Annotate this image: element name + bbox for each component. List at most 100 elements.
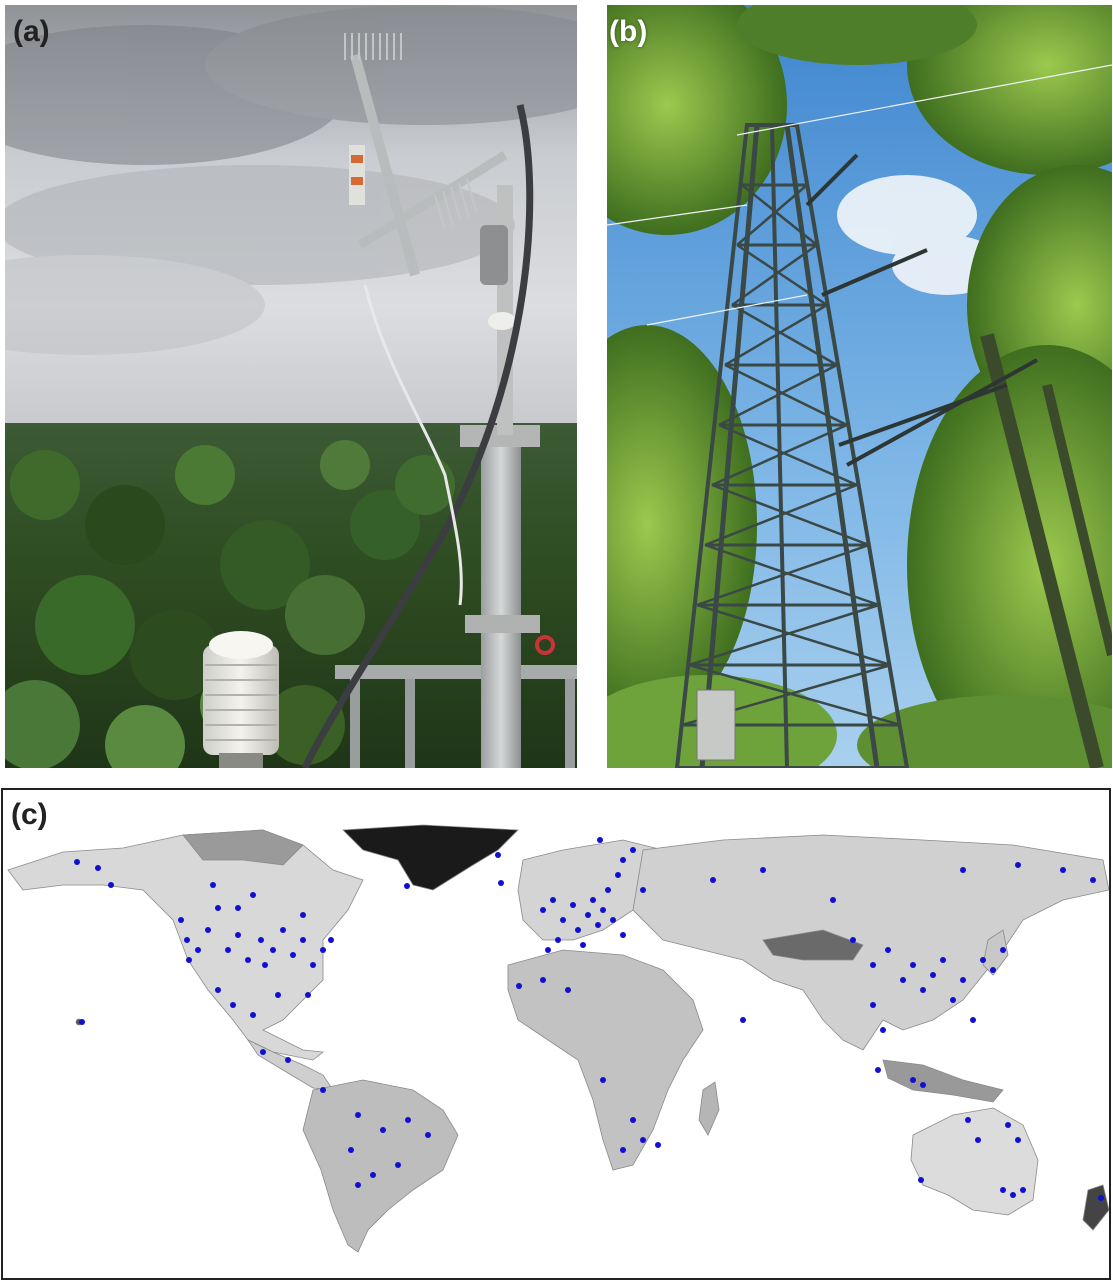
flux-site-dot xyxy=(965,1117,971,1123)
flux-site-dot xyxy=(235,932,241,938)
flux-site-dot xyxy=(920,987,926,993)
flux-site-dot xyxy=(1015,1137,1021,1143)
flux-site-dot xyxy=(930,972,936,978)
flux-site-dot xyxy=(610,917,616,923)
flux-site-dot xyxy=(395,1162,401,1168)
australia xyxy=(910,1107,1039,1216)
flux-site-dot xyxy=(498,880,504,886)
flux-site-dot xyxy=(404,883,410,889)
flux-site-dot xyxy=(560,917,566,923)
flux-site-dot xyxy=(405,1117,411,1123)
sonic-anemometer xyxy=(344,33,516,330)
panel-b-scene xyxy=(607,5,1112,768)
mast-clamp xyxy=(465,615,540,633)
scaffold-tower xyxy=(674,123,910,768)
flux-site-dot xyxy=(1010,1192,1016,1198)
tibetan-plateau xyxy=(762,929,864,961)
flux-site-dot xyxy=(540,907,546,913)
mast xyxy=(481,435,521,768)
instrument-box xyxy=(696,689,736,761)
flux-site-dot xyxy=(620,1147,626,1153)
flux-site-dot xyxy=(74,859,80,865)
cable xyxy=(301,104,534,768)
flux-site-dot xyxy=(950,997,956,1003)
flux-site-dot xyxy=(245,957,251,963)
flux-site-dot xyxy=(516,983,522,989)
mast-collar xyxy=(460,425,540,447)
flux-site-dot xyxy=(1000,1187,1006,1193)
panel-b-label: (b) xyxy=(609,15,648,48)
flux-site-dot xyxy=(1090,877,1096,883)
flux-site-dot xyxy=(630,1117,636,1123)
panel-c-label: (c) xyxy=(11,798,48,831)
arctic-islands xyxy=(182,829,304,866)
flux-site-dot xyxy=(655,1142,661,1148)
flux-site-dot xyxy=(575,927,581,933)
flux-site-dot xyxy=(570,902,576,908)
flux-site-dot xyxy=(262,962,268,968)
flux-site-dot xyxy=(600,907,606,913)
flux-site-dot xyxy=(590,897,596,903)
flux-site-dot xyxy=(880,1027,886,1033)
flux-site-dot xyxy=(95,865,101,871)
flux-site-dot xyxy=(990,967,996,973)
greenland xyxy=(342,824,519,891)
flux-site-dot xyxy=(300,912,306,918)
flux-site-dot xyxy=(640,1137,646,1143)
flux-site-dot xyxy=(370,1172,376,1178)
flux-site-dot xyxy=(545,947,551,953)
madagascar xyxy=(698,1081,720,1136)
flux-site-dot xyxy=(235,905,241,911)
flux-site-dot xyxy=(600,1077,606,1083)
flux-site-dot xyxy=(270,947,276,953)
flux-site-dot xyxy=(495,852,501,858)
flux-site-dot xyxy=(425,1132,431,1138)
flux-site-dot xyxy=(305,992,311,998)
flux-site-dot xyxy=(195,947,201,953)
flux-site-dot xyxy=(320,1087,326,1093)
world-map xyxy=(7,824,1109,1253)
new-zealand xyxy=(1082,1184,1109,1231)
tree-trunks xyxy=(980,333,1112,768)
flux-site-dot xyxy=(184,937,190,943)
flux-site-dot xyxy=(620,932,626,938)
flux-site-dot xyxy=(280,927,286,933)
flux-site-dot xyxy=(550,897,556,903)
panel-a-label: (a) xyxy=(13,15,50,48)
flux-site-dot xyxy=(290,952,296,958)
north-america xyxy=(7,829,364,1061)
flux-site-dot xyxy=(230,1002,236,1008)
flux-site-dot xyxy=(1098,1195,1104,1201)
flux-site-dot xyxy=(740,1017,746,1023)
flux-site-dot xyxy=(870,1002,876,1008)
flux-site-dot xyxy=(205,927,211,933)
instrument-booms xyxy=(805,153,1038,467)
flux-site-dot xyxy=(910,962,916,968)
flux-site-dot xyxy=(918,1177,924,1183)
clouds xyxy=(5,5,577,355)
flux-site-dot xyxy=(1000,947,1006,953)
flux-site-dot xyxy=(975,1137,981,1143)
red-ring xyxy=(535,635,555,655)
flux-site-dot xyxy=(585,912,591,918)
flux-site-dot xyxy=(850,937,856,943)
flux-site-dot xyxy=(940,957,946,963)
flux-site-dot xyxy=(178,917,184,923)
flux-site-dot xyxy=(79,1019,85,1025)
flux-site-dot xyxy=(640,887,646,893)
landmasses xyxy=(7,824,1109,1253)
flux-site-dot xyxy=(830,897,836,903)
flux-site-dot xyxy=(760,867,766,873)
flux-site-dot xyxy=(260,1049,266,1055)
south-america xyxy=(302,1079,459,1253)
flux-site-dot xyxy=(885,947,891,953)
flux-site-dot xyxy=(920,1082,926,1088)
canopy-texture xyxy=(5,440,455,768)
europe xyxy=(517,839,664,941)
panel-a-scene xyxy=(5,5,577,768)
flux-site-dot xyxy=(870,962,876,968)
flux-site-dot xyxy=(186,957,192,963)
flux-site-dot xyxy=(595,922,601,928)
panel-a-photo: (a) xyxy=(5,5,577,768)
flux-site-dot xyxy=(615,872,621,878)
